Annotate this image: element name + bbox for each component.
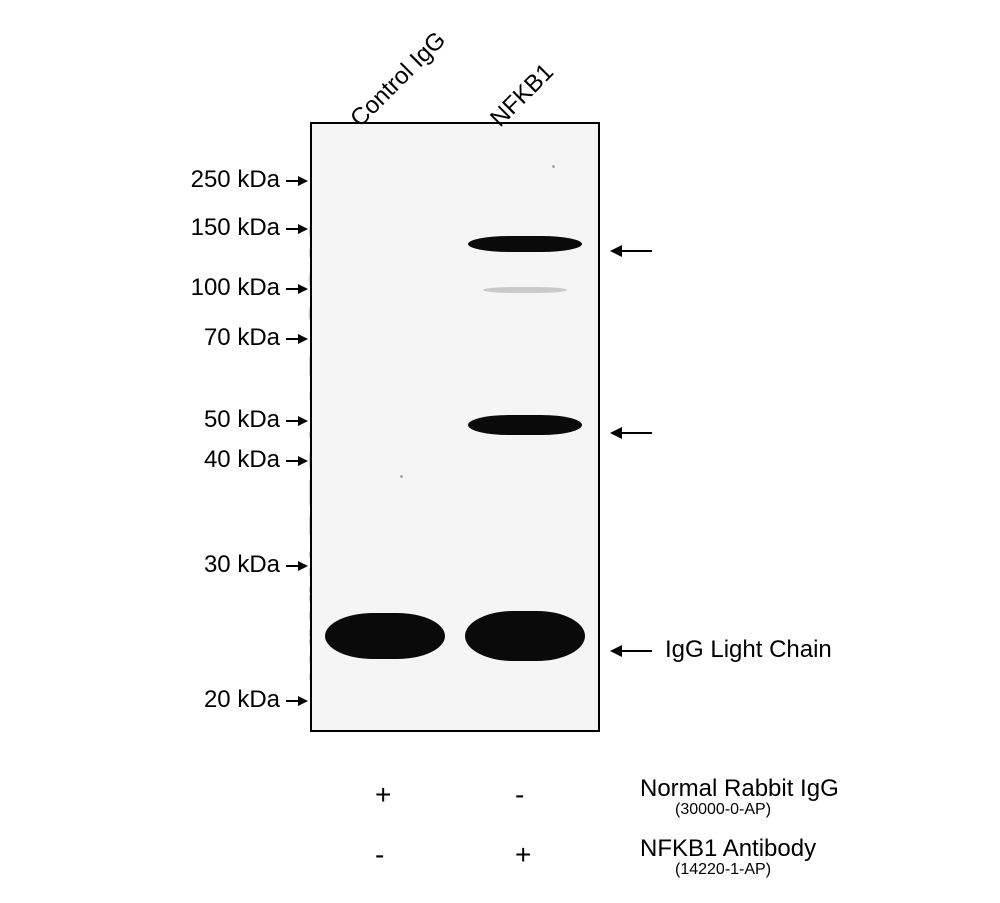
speck (400, 475, 403, 478)
mw-label: 70 kDa (204, 324, 280, 352)
mw-arrow-icon (286, 288, 306, 290)
mw-arrow-icon (286, 420, 306, 422)
speck (552, 165, 555, 168)
condition-symbol: - (375, 839, 384, 871)
mw-label: 30 kDa (204, 551, 280, 579)
mw-label: 50 kDa (204, 406, 280, 434)
condition-symbol: - (515, 779, 524, 811)
band (468, 415, 582, 435)
mw-arrow-icon (286, 460, 306, 462)
antibody-catalog: (30000-0-AP) (675, 801, 771, 819)
mw-arrow-icon (286, 700, 306, 702)
band-label: IgG Light Chain (665, 636, 832, 664)
band-light-chain (465, 611, 585, 661)
mw-label: 40 kDa (204, 446, 280, 474)
band (468, 236, 582, 252)
mw-label: 150 kDa (191, 214, 280, 242)
antibody-catalog: (14220-1-AP) (675, 861, 771, 879)
condition-symbol: + (375, 779, 391, 811)
mw-label: 20 kDa (204, 686, 280, 714)
mw-arrow-icon (286, 565, 306, 567)
antibody-label: Normal Rabbit IgG (640, 775, 839, 803)
mw-arrow-icon (286, 338, 306, 340)
mw-arrow-icon (286, 180, 306, 182)
mw-label: 100 kDa (191, 274, 280, 302)
band (483, 287, 567, 293)
lane-label-1: Control IgG (345, 26, 452, 133)
band-light-chain (325, 613, 445, 659)
band-arrow-icon (612, 650, 652, 652)
mw-arrow-icon (286, 228, 306, 230)
antibody-label: NFKB1 Antibody (640, 835, 816, 863)
condition-symbol: + (515, 839, 531, 871)
band-arrow-icon (612, 432, 652, 434)
figure-container: WWW.PTGLAB.COM Control IgG NFKB1 250 kDa… (0, 0, 1000, 903)
band-arrow-icon (612, 250, 652, 252)
mw-label: 250 kDa (191, 166, 280, 194)
